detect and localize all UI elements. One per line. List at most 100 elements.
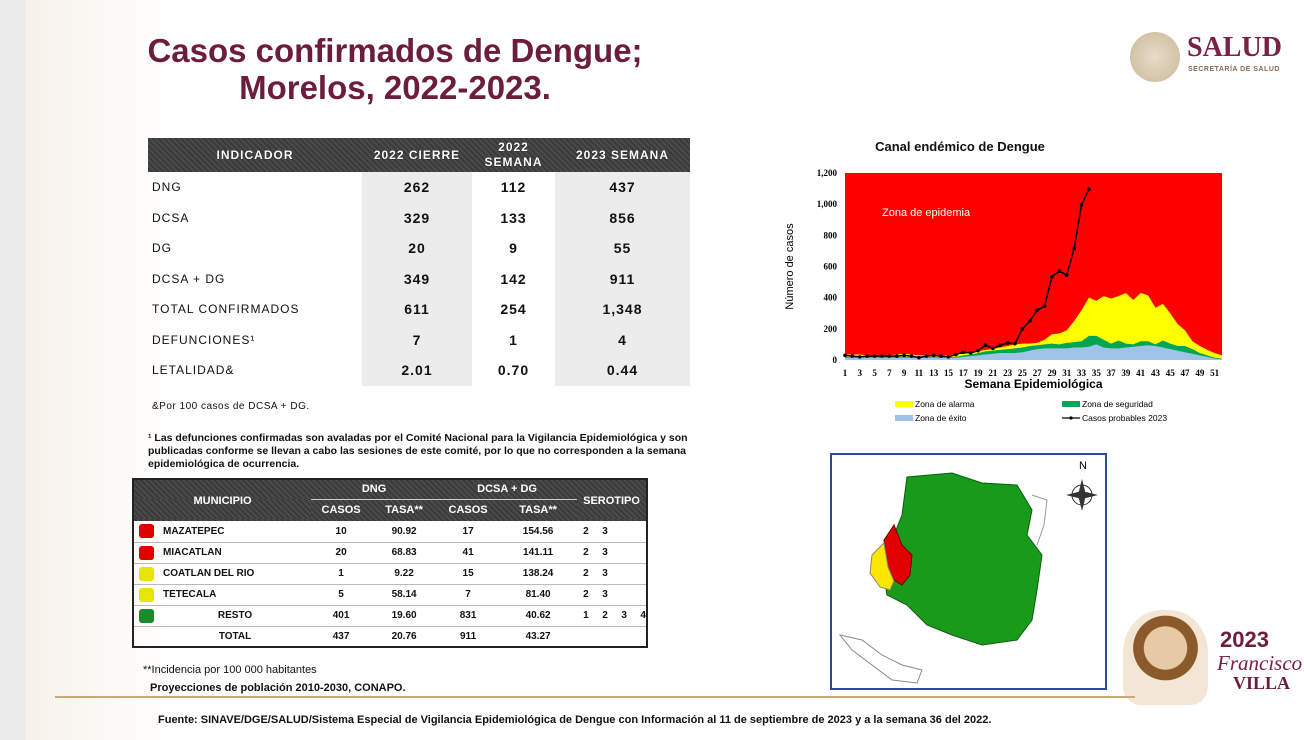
- municipio-name: MAZATEPEC: [159, 521, 312, 543]
- municipio-serotipo: [577, 626, 647, 648]
- municipio-serotipo: 2 3: [577, 563, 647, 585]
- x-tick-label: 41: [1136, 368, 1146, 378]
- municipio-name: TOTAL: [159, 626, 312, 648]
- legend-swatch: [895, 415, 913, 421]
- indicator-value: 9: [509, 240, 518, 257]
- header-municipio: MUNICIPIO: [193, 494, 252, 507]
- municipio-dng-casos: 401: [311, 605, 372, 627]
- indicator-value: 856: [555, 202, 690, 233]
- status-swatch: [139, 608, 154, 623]
- indicators-header: INDICADOR 2022 CIERRE 2022 SEMANA 2023 S…: [148, 138, 690, 172]
- data-point: [991, 346, 995, 351]
- swatch-cell: [133, 542, 159, 564]
- data-point: [1028, 319, 1032, 323]
- x-tick-label: 13: [929, 368, 939, 378]
- data-point: [976, 348, 980, 353]
- chart-title: Canal endémico de Dengue: [875, 139, 1045, 154]
- municipios-header: MUNICIPIO DNG DCSA + DG SEROTIPO: [133, 479, 647, 507]
- indicator-value: 349: [362, 263, 472, 294]
- indicator-row: DCSA + DG 349 142 911: [148, 263, 690, 294]
- municipio-dcsa-casos: 41: [437, 542, 500, 564]
- swatch-cell: [133, 605, 159, 627]
- municipio-dng-casos: 1: [311, 563, 372, 585]
- indicator-row: DNG 262 112 437: [148, 172, 690, 203]
- indicator-value: 1,348: [555, 294, 690, 325]
- x-tick-label: 17: [959, 368, 969, 378]
- x-axis-label: Semana Epidemiológica: [964, 377, 1102, 391]
- x-tick-label: 49: [1195, 368, 1205, 378]
- mexico-inset: [838, 634, 923, 684]
- salud-logo: SALUD SECRETARÍA DE SALUD: [1130, 30, 1300, 82]
- villa-year: 2023: [1220, 627, 1269, 652]
- data-point: [998, 343, 1003, 347]
- municipio-dcsa-tasa: 43.27: [499, 626, 578, 648]
- x-tick-label: 3: [858, 368, 863, 378]
- municipio-name: RESTO: [159, 605, 312, 627]
- municipio-serotipo: 1 2 3 4: [577, 605, 647, 627]
- x-tick-label: 29: [1047, 368, 1057, 378]
- left-strip: [0, 0, 26, 740]
- y-tick-label: 1,000: [817, 199, 838, 209]
- indicator-value: 112: [500, 179, 527, 196]
- data-point: [931, 353, 936, 358]
- francisco-villa-logo: 2023 Francisco VILLA: [1115, 605, 1304, 715]
- indicator-row: DCSA 329 133 856: [148, 202, 690, 233]
- logo-subtitle: SECRETARÍA DE SALUD: [1188, 66, 1280, 73]
- x-tick-label: 9: [902, 368, 907, 378]
- status-swatch: [139, 545, 154, 560]
- swatch-cell: [133, 626, 159, 648]
- indicator-value: 1: [509, 331, 518, 348]
- indicator-value: 0.44: [555, 355, 690, 386]
- legend-label: Zona de seguridad: [1082, 399, 1153, 409]
- data-point: [1035, 308, 1039, 312]
- data-point: [902, 353, 906, 358]
- indicator-value: 2.01: [362, 355, 472, 386]
- indicator-value: 329: [362, 202, 472, 233]
- indicator-row: DG 20 9 55: [148, 233, 690, 264]
- incidencia-note: **Incidencia por 100 000 habitantes: [143, 664, 317, 676]
- logo-name: SALUD: [1187, 32, 1282, 63]
- municipio-dcsa-casos: 911: [437, 626, 500, 648]
- indicator-value: 20: [362, 233, 472, 264]
- footer-source: Fuente: SINAVE/DGE/SALUD/Sistema Especia…: [158, 714, 992, 726]
- municipio-name: COATLAN DEL RIO: [159, 563, 312, 585]
- data-point: [1079, 203, 1084, 207]
- data-point: [857, 355, 862, 359]
- villa-name1: Francisco: [1217, 651, 1303, 675]
- indicator-name: DNG: [152, 180, 182, 195]
- data-point: [880, 354, 884, 358]
- municipio-dng-tasa: 20.76: [371, 626, 438, 648]
- indicator-name: LETALIDAD&: [152, 363, 235, 378]
- indicator-name: TOTAL CONFIRMADOS: [152, 302, 300, 317]
- municipio-dng-tasa: 68.83: [371, 542, 438, 564]
- municipio-dcsa-casos: 15: [437, 563, 500, 585]
- municipio-dng-tasa: 58.14: [371, 584, 438, 606]
- swatch-cell: [133, 584, 159, 606]
- zone-annotation: Zona de epidemia: [882, 207, 971, 219]
- data-point: [887, 354, 892, 358]
- slide-title: Casos confirmados de Dengue; Morelos, 20…: [100, 32, 690, 106]
- x-tick-label: 43: [1151, 368, 1161, 378]
- legend-marker: [1069, 416, 1073, 420]
- municipio-serotipo: 2 3: [577, 542, 647, 564]
- indicator-value: 262: [362, 172, 472, 203]
- x-tick-label: 35: [1092, 368, 1102, 378]
- municipio-dcsa-casos: 831: [437, 605, 500, 627]
- north-label: N: [1079, 460, 1087, 472]
- header-dng: DNG: [311, 479, 438, 500]
- indicator-value: 133: [500, 209, 527, 226]
- data-point: [1087, 187, 1091, 192]
- municipio-dng-tasa: 19.60: [371, 605, 438, 627]
- data-point: [1005, 341, 1010, 345]
- municipio-dng-casos: 10: [311, 521, 372, 543]
- data-point: [924, 354, 929, 358]
- data-point: [865, 354, 869, 358]
- municipio-name: TETECALA: [159, 584, 312, 606]
- municipio-dng-tasa: 9.22: [371, 563, 438, 585]
- x-tick-label: 39: [1121, 368, 1131, 378]
- y-tick-label: 600: [824, 262, 838, 272]
- indicator-value: 611: [362, 294, 472, 325]
- municipio-row: TOTAL 437 20.76 911 43.27: [133, 626, 647, 648]
- legend-label: Zona de alarma: [915, 399, 975, 409]
- title-line-2: Morelos, 2022-2023.: [239, 69, 551, 106]
